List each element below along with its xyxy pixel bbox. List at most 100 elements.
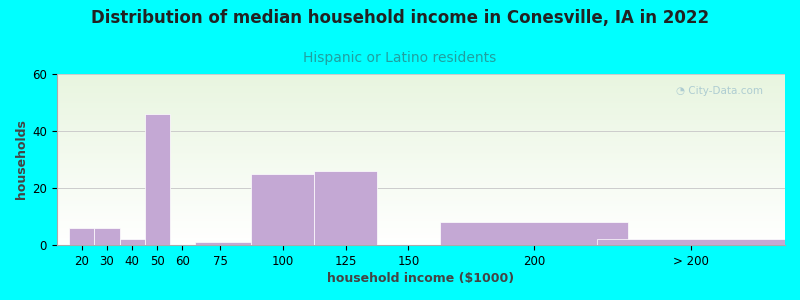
Bar bbox=[597, 239, 785, 245]
Text: Distribution of median household income in Conesville, IA in 2022: Distribution of median household income … bbox=[91, 9, 709, 27]
Bar bbox=[57, 180, 785, 182]
Bar bbox=[94, 228, 119, 245]
Bar bbox=[57, 120, 785, 122]
Bar bbox=[57, 223, 785, 225]
Bar bbox=[57, 187, 785, 189]
Bar bbox=[57, 76, 785, 77]
Bar bbox=[145, 114, 170, 245]
Bar bbox=[57, 113, 785, 115]
Bar bbox=[57, 206, 785, 208]
Bar bbox=[195, 242, 251, 245]
Bar bbox=[440, 222, 628, 245]
Bar bbox=[57, 106, 785, 108]
Bar bbox=[314, 171, 377, 245]
Bar bbox=[57, 233, 785, 235]
Bar bbox=[57, 127, 785, 129]
Bar bbox=[57, 173, 785, 175]
Bar bbox=[57, 211, 785, 213]
Bar bbox=[119, 239, 145, 245]
Bar bbox=[57, 98, 785, 100]
Bar bbox=[57, 88, 785, 89]
Bar bbox=[57, 122, 785, 124]
Bar bbox=[57, 141, 785, 142]
Bar bbox=[57, 219, 785, 221]
Bar bbox=[57, 154, 785, 156]
Bar bbox=[57, 103, 785, 105]
Bar bbox=[57, 240, 785, 242]
Bar bbox=[57, 243, 785, 245]
Bar bbox=[57, 197, 785, 199]
Bar bbox=[57, 213, 785, 214]
Bar bbox=[57, 117, 785, 118]
Bar bbox=[57, 139, 785, 141]
Bar bbox=[57, 144, 785, 146]
Bar bbox=[57, 137, 785, 139]
Bar bbox=[70, 228, 94, 245]
Bar bbox=[57, 190, 785, 192]
Text: Hispanic or Latino residents: Hispanic or Latino residents bbox=[303, 51, 497, 65]
Bar bbox=[57, 221, 785, 223]
Bar bbox=[57, 112, 785, 113]
Bar bbox=[57, 177, 785, 178]
X-axis label: household income ($1000): household income ($1000) bbox=[327, 272, 514, 285]
Bar bbox=[57, 134, 785, 136]
Bar bbox=[57, 132, 785, 134]
Bar bbox=[57, 86, 785, 88]
Bar bbox=[57, 230, 785, 231]
Bar bbox=[57, 156, 785, 158]
Bar bbox=[57, 214, 785, 216]
Bar bbox=[57, 96, 785, 98]
Bar bbox=[57, 165, 785, 167]
Bar bbox=[57, 228, 785, 230]
Bar bbox=[57, 94, 785, 96]
Bar bbox=[57, 204, 785, 206]
Bar bbox=[57, 194, 785, 196]
Bar bbox=[57, 125, 785, 127]
Bar bbox=[57, 238, 785, 240]
Bar bbox=[57, 202, 785, 204]
Bar bbox=[57, 237, 785, 238]
Bar bbox=[57, 161, 785, 163]
Bar bbox=[57, 79, 785, 81]
Bar bbox=[57, 168, 785, 170]
Bar bbox=[57, 189, 785, 190]
Bar bbox=[57, 115, 785, 117]
Bar bbox=[57, 185, 785, 187]
Bar bbox=[57, 105, 785, 106]
Bar bbox=[57, 192, 785, 194]
Bar bbox=[57, 201, 785, 202]
Bar bbox=[57, 170, 785, 172]
Bar bbox=[57, 129, 785, 130]
Bar bbox=[57, 91, 785, 93]
Bar bbox=[57, 163, 785, 165]
Bar bbox=[57, 242, 785, 243]
Bar bbox=[57, 182, 785, 184]
Bar bbox=[57, 146, 785, 148]
Bar bbox=[57, 235, 785, 237]
Bar bbox=[57, 108, 785, 110]
Bar bbox=[57, 226, 785, 228]
Bar bbox=[57, 208, 785, 209]
Bar bbox=[57, 149, 785, 151]
Bar bbox=[57, 199, 785, 201]
Bar bbox=[57, 158, 785, 160]
Bar bbox=[57, 148, 785, 149]
Bar bbox=[57, 167, 785, 168]
Bar bbox=[57, 160, 785, 161]
Bar bbox=[57, 101, 785, 103]
Bar bbox=[57, 153, 785, 154]
Bar bbox=[57, 77, 785, 79]
Bar bbox=[57, 209, 785, 211]
Bar bbox=[57, 100, 785, 101]
Bar bbox=[57, 172, 785, 173]
Bar bbox=[57, 93, 785, 94]
Bar bbox=[57, 110, 785, 112]
Bar bbox=[57, 218, 785, 219]
Bar bbox=[57, 136, 785, 137]
Bar bbox=[57, 81, 785, 82]
Text: ◔ City-Data.com: ◔ City-Data.com bbox=[676, 86, 763, 96]
Bar bbox=[57, 84, 785, 86]
Bar bbox=[57, 216, 785, 218]
Bar bbox=[57, 118, 785, 120]
Bar bbox=[57, 225, 785, 226]
